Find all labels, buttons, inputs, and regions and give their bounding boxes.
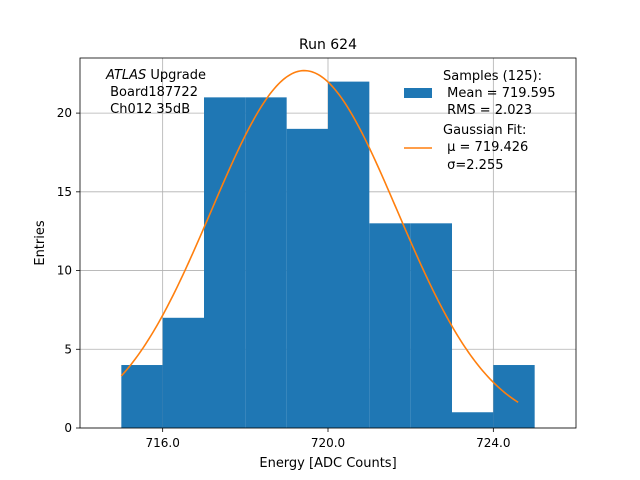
y-tick-label: 5 [64,342,72,356]
x-tick-label: 716.0 [145,436,179,450]
atlas-label: ATLAS [105,68,146,83]
y-tick-label: 15 [57,185,72,199]
legend-hist-title: Samples (125): [443,69,542,84]
svg-text:ATLAS Upgrade: ATLAS Upgrade [105,68,206,83]
histogram-bar [204,97,246,429]
y-tick-label: 20 [57,106,72,120]
legend-hist-mean: Mean = 719.595 [443,86,555,101]
gaussian-fit-curve [120,69,519,403]
x-tick-label: 724.0 [476,436,510,450]
histogram-bar [286,128,328,428]
legend-fit-mu: μ = 719.426 [443,140,528,155]
legend-fit-sigma: σ=2.255 [443,158,503,173]
histogram-bar [328,81,370,429]
x-axis-label: Energy [ADC Counts] [259,456,396,471]
board-label: Board187722 [106,85,198,100]
y-tick-label: 0 [64,421,72,435]
legend: Samples (125): Mean = 719.595 RMS = 2.02… [404,69,555,173]
histogram-bar [121,365,163,428]
legend-hist-rms: RMS = 2.023 [443,103,532,118]
x-tick-label: 720.0 [311,436,345,450]
gaussian-fit-layer [120,69,519,403]
channel-label: Ch012 35dB [106,102,190,117]
upgrade-label: Upgrade [146,68,206,83]
legend-fit-title: Gaussian Fit: [443,123,526,138]
histogram-bar [369,223,411,428]
histogram-bars [121,81,535,429]
chart-title: Run 624 [299,37,357,53]
legend-hist-swatch [404,88,432,98]
histogram-bar [245,97,287,429]
y-axis-label: Entries [33,220,48,266]
histogram-bar [493,365,535,428]
atlas-annotation: ATLAS Upgrade Board187722 Ch012 35dB [105,68,206,117]
axis-ticks: 716.0 720.0 724.0 0 5 10 15 20 [57,106,511,450]
y-tick-label: 10 [57,264,72,278]
histogram-bar [452,412,494,428]
histogram-bar [162,317,204,428]
